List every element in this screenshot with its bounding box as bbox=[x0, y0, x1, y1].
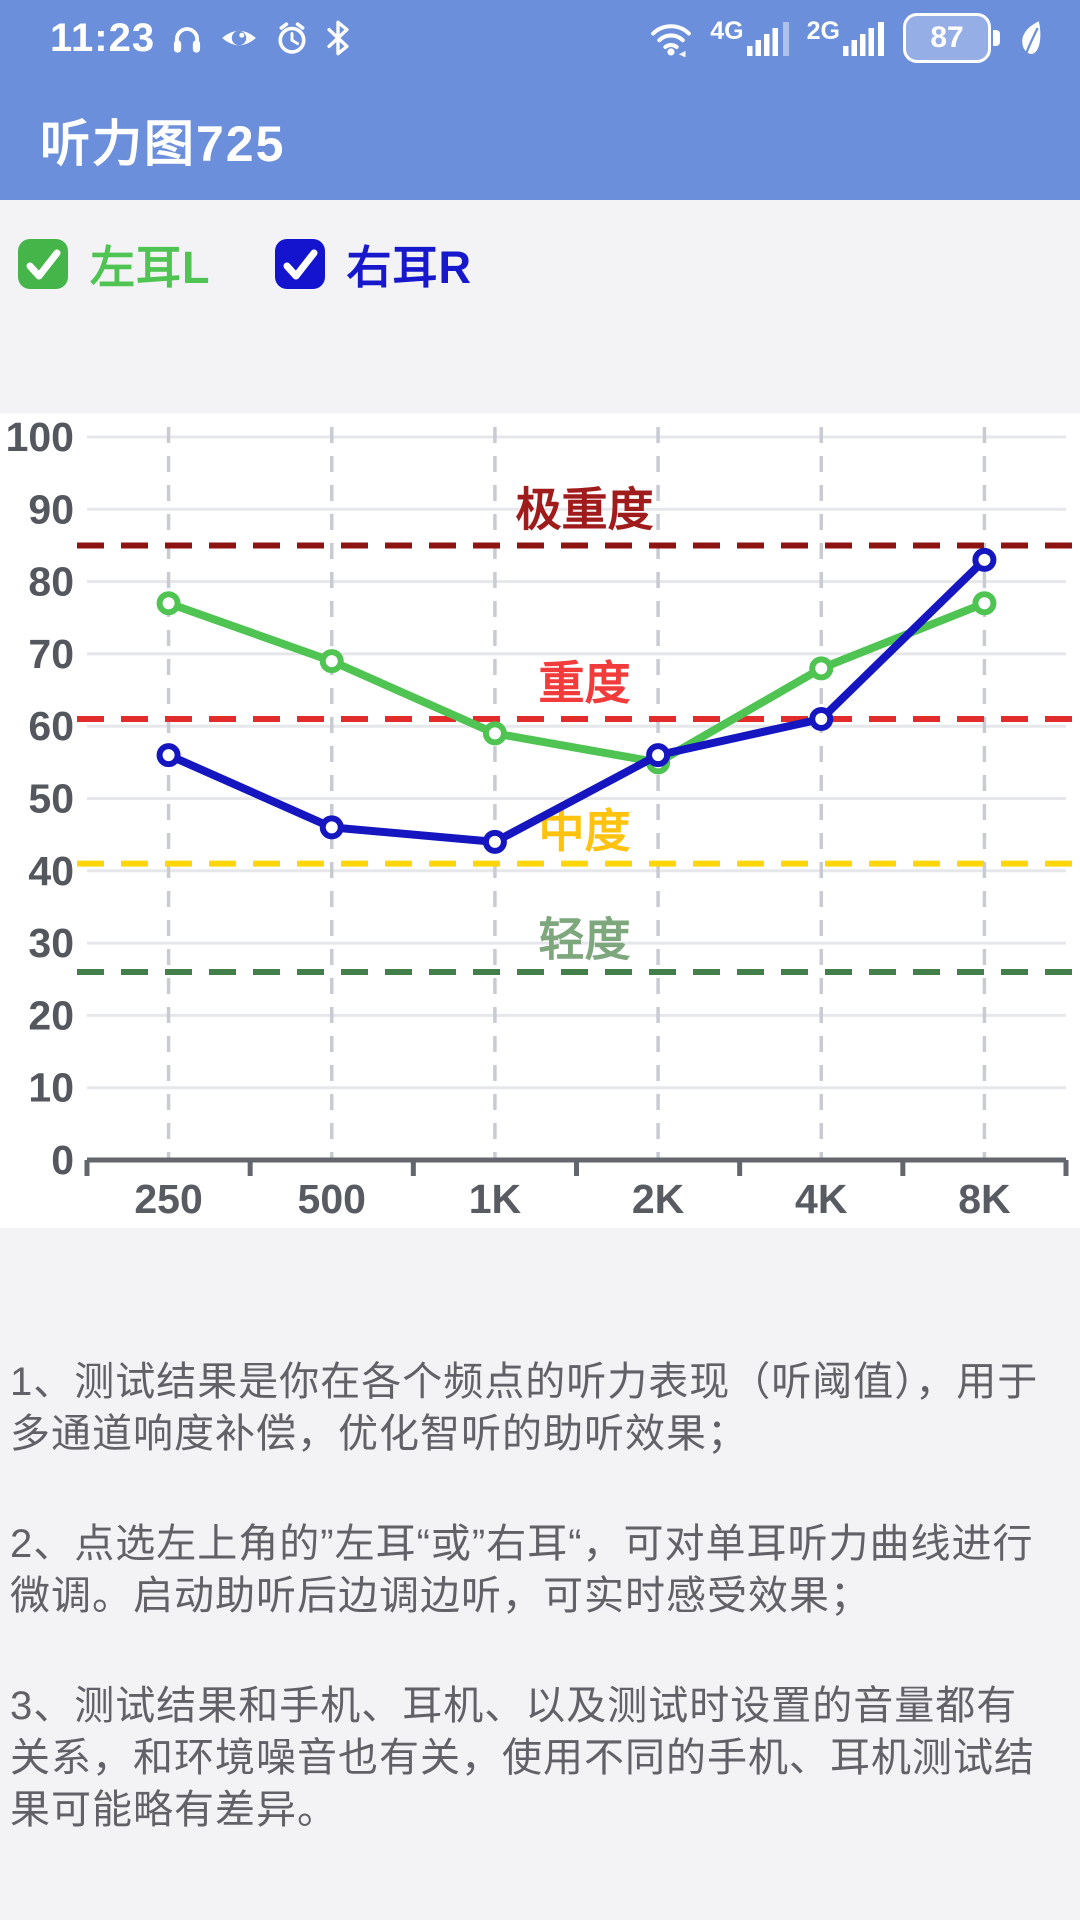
battery-percent: 87 bbox=[930, 21, 964, 54]
severity-zone-label: 极重度 bbox=[516, 483, 654, 535]
wifi-icon bbox=[648, 19, 694, 57]
y-axis-tick-label: 80 bbox=[28, 559, 74, 605]
eco-leaf-icon bbox=[1016, 19, 1046, 57]
left-ear-toggle[interactable]: 左耳L bbox=[18, 231, 211, 296]
headset-icon bbox=[169, 20, 205, 56]
right-ear-checkbox-icon[interactable] bbox=[274, 238, 325, 289]
battery-icon: 87 bbox=[903, 13, 1000, 63]
y-axis-tick-label: 50 bbox=[28, 776, 74, 822]
data-point[interactable] bbox=[809, 656, 834, 681]
severity-zone-label: 轻度 bbox=[539, 913, 631, 965]
data-point[interactable] bbox=[156, 743, 181, 768]
clock-time: 11:23 bbox=[50, 15, 156, 60]
y-axis-tick-label: 100 bbox=[6, 414, 74, 460]
alarm-icon bbox=[273, 20, 311, 56]
note-paragraph-2: 2、点选左上角的”左耳“或”右耳“，可对单耳听力曲线进行微调。启动助听后边调边听… bbox=[10, 1522, 1034, 1618]
page-title: 听力图725 bbox=[40, 116, 286, 172]
left-ear-checkbox-icon[interactable] bbox=[18, 238, 68, 289]
y-axis-tick-label: 30 bbox=[28, 920, 74, 966]
data-point[interactable] bbox=[319, 815, 344, 840]
y-axis-tick-label: 0 bbox=[51, 1137, 74, 1183]
data-point[interactable] bbox=[482, 829, 507, 854]
data-point[interactable] bbox=[809, 706, 834, 731]
audiogram-chart-card: 0 10 20 30 40 50 60 70 80 90 100 250 500 1K 2K 4K 8K 极重度重… bbox=[0, 413, 1080, 1228]
left-ear-label: 左耳L bbox=[90, 242, 211, 293]
y-axis-tick-label: 70 bbox=[28, 631, 74, 677]
note-paragraph-1: 1、测试结果是你在各个频点的听力表现（听阈值），用于多通道响度补偿，优化智听的助… bbox=[10, 1360, 1039, 1456]
data-point[interactable] bbox=[482, 721, 507, 746]
legend-row: 左耳L 右耳R bbox=[18, 231, 472, 296]
data-point[interactable] bbox=[972, 547, 997, 572]
note-paragraph-3: 3、测试结果和手机、耳机、以及测试时设置的音量都有关系，和环境噪音也有关，使用不… bbox=[10, 1684, 1035, 1832]
series-line bbox=[164, 555, 989, 846]
bluetooth-icon bbox=[325, 19, 351, 57]
app-header: 11:23 4G 2G bbox=[0, 0, 1080, 200]
x-axis-tick-label: 250 bbox=[134, 1176, 202, 1222]
y-axis-tick-label: 40 bbox=[28, 848, 74, 894]
y-axis-tick-label: 20 bbox=[28, 992, 74, 1038]
notes-section: 1、测试结果是你在各个频点的听力表现（听阈值），用于多通道响度补偿，优化智听的助… bbox=[0, 1228, 1080, 1894]
x-axis-tick-label: 1K bbox=[469, 1176, 522, 1222]
network-type-label: 4G bbox=[710, 17, 744, 45]
network-type-label: 2G bbox=[806, 17, 840, 45]
y-axis-tick-label: 60 bbox=[28, 703, 74, 749]
data-point[interactable] bbox=[646, 743, 671, 768]
x-axis-tick-label: 500 bbox=[298, 1176, 366, 1222]
y-axis-tick-label: 10 bbox=[28, 1065, 74, 1111]
severity-zone-label: 重度 bbox=[539, 657, 631, 709]
right-ear-toggle[interactable]: 右耳R bbox=[274, 231, 473, 296]
data-point[interactable] bbox=[972, 591, 997, 616]
right-ear-label: 右耳R bbox=[346, 242, 472, 293]
data-point[interactable] bbox=[156, 591, 181, 616]
series-line bbox=[164, 599, 989, 767]
x-axis-tick-label: 4K bbox=[795, 1176, 848, 1222]
signal-2g-icon: 2G bbox=[806, 17, 887, 56]
eye-icon bbox=[219, 20, 259, 56]
y-axis-tick-label: 90 bbox=[28, 486, 74, 532]
x-axis-tick-label: 8K bbox=[958, 1176, 1011, 1222]
audiogram-chart: 0 10 20 30 40 50 60 70 80 90 100 250 500 1K 2K 4K 8K 极重度重… bbox=[6, 414, 1080, 1222]
status-bar: 11:23 4G 2G bbox=[0, 13, 1080, 63]
data-point[interactable] bbox=[319, 649, 344, 674]
signal-4g-icon: 4G bbox=[710, 17, 790, 56]
x-axis-tick-label: 2K bbox=[632, 1176, 685, 1222]
